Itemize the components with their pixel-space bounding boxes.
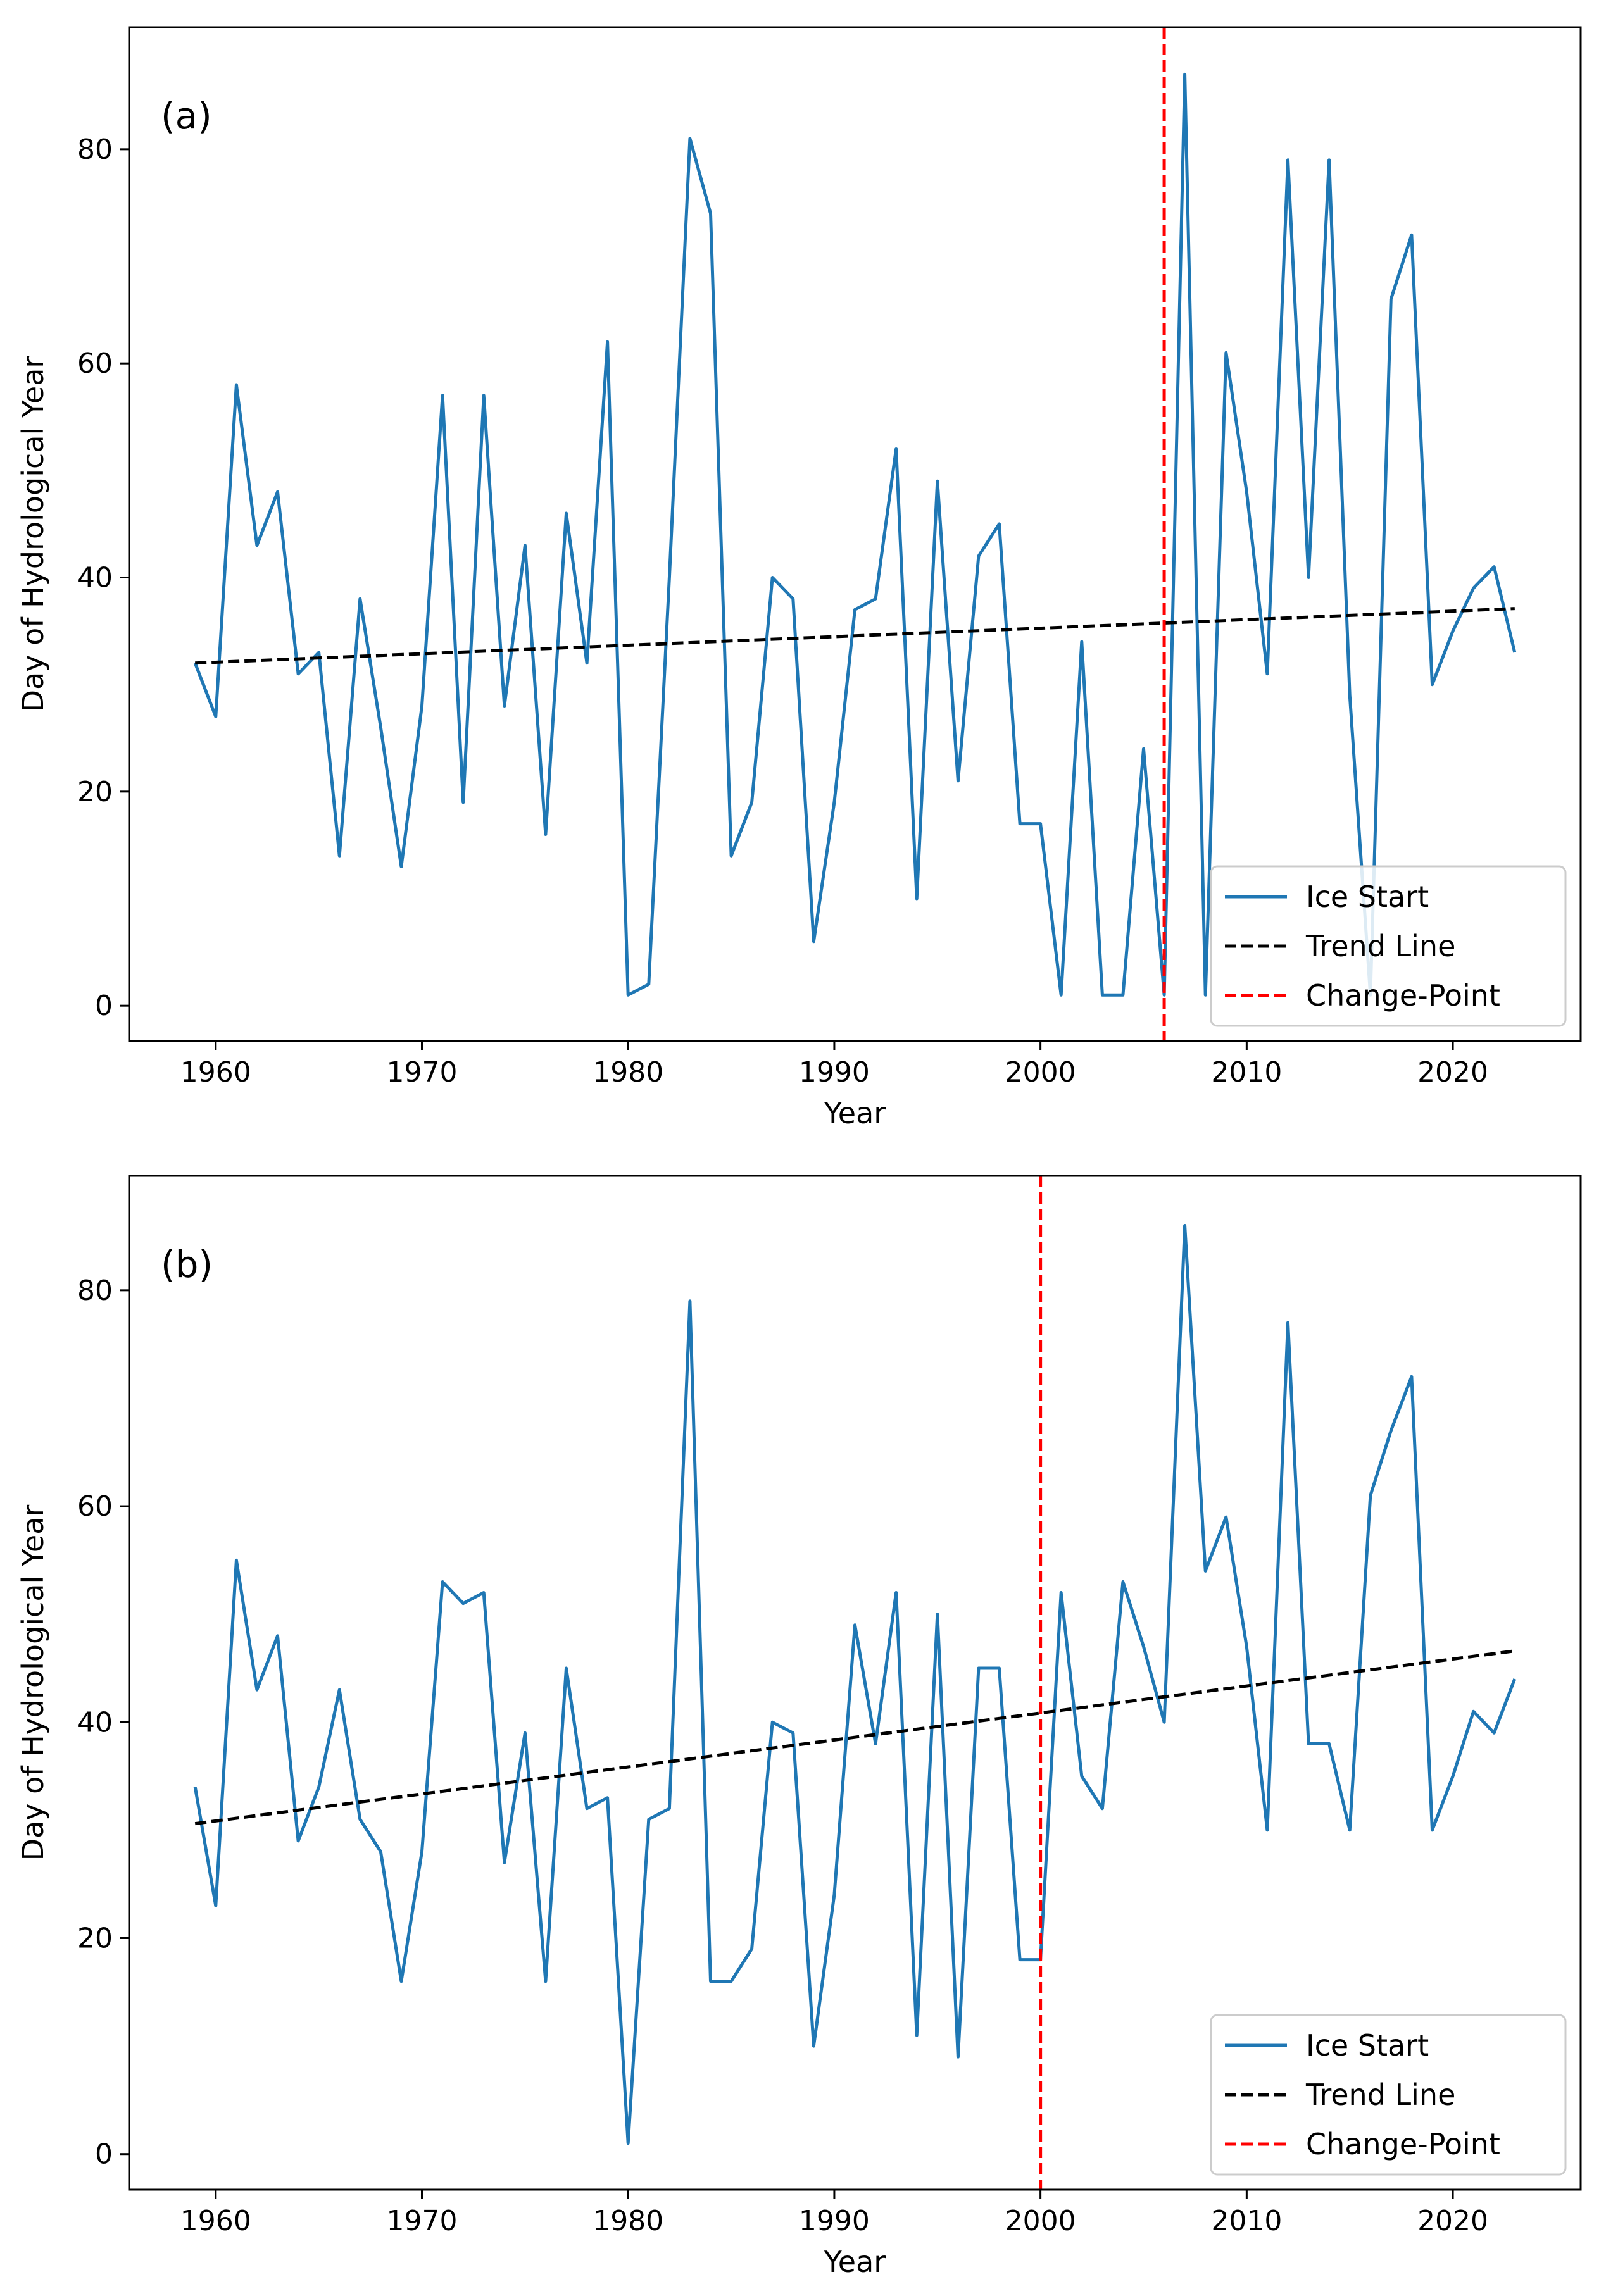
legend-trend-line-label: Trend Line [1305, 2078, 1455, 2112]
y-tick-label: 80 [77, 1275, 113, 1307]
panel-label: (a) [161, 94, 212, 137]
legend-ice-start-label: Ice Start [1306, 880, 1429, 914]
trend-line-series [195, 607, 1515, 665]
x-tick-label: 2010 [1211, 2205, 1282, 2237]
x-axis-title: Year [824, 2245, 886, 2279]
y-axis-title: Day of Hydrological Year [16, 1505, 50, 1861]
axes-frame [128, 26, 1582, 1042]
x-tick-label: 1980 [593, 1056, 663, 1089]
panel-b: 1960 1970 1980 1990 2000 2010 2020 0 20 40 60 80 Yea… [16, 1175, 1582, 2279]
ice-start-series [193, 72, 1517, 997]
legend-change-point-label: Change-Point [1306, 2127, 1500, 2161]
x-tick-label: 1970 [387, 1056, 458, 1089]
legend-ice-start-label: Ice Start [1306, 2028, 1429, 2062]
x-tick-label: 2000 [1005, 1056, 1076, 1089]
y-tick-label: 40 [77, 562, 113, 594]
x-tick-label: 1960 [180, 1056, 251, 1089]
legend-change-point-label: Change-Point [1306, 978, 1500, 1013]
panel-a: 1960 1970 1980 1990 2000 2010 2020 0 20 40 60 80 Yea… [16, 26, 1582, 1130]
legend-trend-line-label: Trend Line [1305, 929, 1455, 963]
x-tick-label: 1980 [593, 2205, 663, 2237]
y-tick-label: 60 [77, 347, 113, 380]
x-tick-label: 2020 [1417, 1056, 1488, 1089]
x-axis-title: Year [824, 1096, 886, 1130]
legend-box [1210, 865, 1567, 1027]
ice-start-series [193, 1224, 1517, 2145]
y-tick-label: 20 [77, 1922, 113, 1954]
y-tick-label: 80 [77, 134, 113, 166]
legend-box [1210, 2014, 1567, 2176]
x-tick-label: 1990 [799, 1056, 870, 1089]
trend-line-series [194, 1649, 1515, 1826]
x-tick-label: 2010 [1211, 1056, 1282, 1089]
x-tick-label: 2000 [1005, 2205, 1076, 2237]
y-tick-label: 40 [77, 1706, 113, 1738]
x-tick-label: 1990 [799, 2205, 870, 2237]
axes-frame [128, 1175, 1582, 2191]
x-tick-label: 1970 [387, 2205, 458, 2237]
y-tick-label: 0 [95, 990, 113, 1022]
panel-label: (b) [161, 1243, 213, 1286]
y-tick-label: 0 [95, 2138, 113, 2171]
y-axis-title: Day of Hydrological Year [16, 356, 50, 713]
y-tick-label: 20 [77, 776, 113, 808]
x-tick-label: 1960 [180, 2205, 251, 2237]
y-tick-label: 60 [77, 1490, 113, 1523]
x-tick-label: 2020 [1417, 2205, 1488, 2237]
